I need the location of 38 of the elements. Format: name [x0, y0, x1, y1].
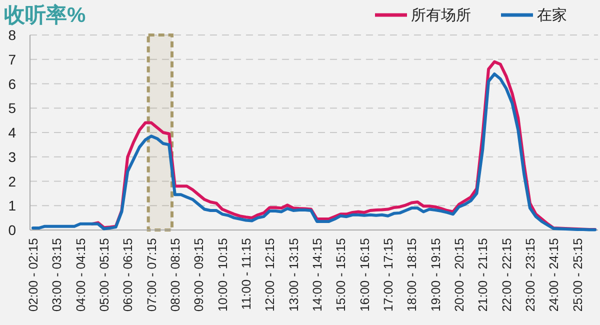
- x-tick-label: 08:00 - 08:15: [168, 238, 182, 312]
- legend-item: 在家: [501, 7, 567, 24]
- y-tick-label: 5: [8, 100, 16, 116]
- chart-title: 收听率%: [4, 3, 86, 27]
- x-tick-label: 10:00 - 10:15: [216, 238, 230, 312]
- legend-item: 所有场所: [375, 7, 471, 24]
- y-tick-label: 0: [8, 222, 16, 238]
- y-tick-label: 4: [8, 124, 16, 140]
- y-tick-label: 1: [8, 198, 16, 214]
- x-tick-label: 13:00 - 13:15: [286, 238, 301, 312]
- y-tick-label: 3: [8, 148, 16, 165]
- x-tick-label: 04:00 - 04:15: [74, 238, 88, 312]
- legend-label: 在家: [537, 7, 567, 24]
- x-tick-label: 03:00 - 03:15: [50, 238, 64, 312]
- x-tick-label: 05:00 - 05:15: [97, 238, 112, 312]
- x-tick-label: 19:00 - 19:15: [428, 238, 443, 312]
- x-tick-label: 14:00 - 14:15: [310, 238, 324, 312]
- x-tick-label: 20:00 - 20:15: [452, 238, 466, 312]
- x-tick-label: 06:00 - 06:15: [121, 238, 136, 312]
- x-tick-label: 22:00 - 22:15: [500, 238, 514, 312]
- x-tick-label: 09:00 - 09:15: [192, 238, 206, 312]
- x-tick-label: 11:00 - 11:15: [239, 238, 254, 310]
- y-tick-label: 6: [8, 76, 16, 92]
- x-tick-label: 02:00 - 02:15: [26, 238, 40, 312]
- x-tick-label: 24:00 - 24:15: [547, 238, 562, 312]
- legend-label: 所有场所: [411, 7, 471, 24]
- x-tick-label: 23:00 - 23:15: [523, 238, 538, 312]
- x-tick-label: 16:00 - 16:15: [358, 238, 372, 312]
- y-tick-label: 2: [8, 173, 16, 190]
- x-tick-label: 15:00 - 15:15: [334, 238, 348, 312]
- y-tick-label: 7: [8, 51, 16, 68]
- x-tick-label: 07:00 - 07:15: [144, 238, 159, 312]
- x-tick-label: 12:00 - 12:15: [263, 238, 278, 312]
- y-tick-label: 8: [8, 27, 16, 43]
- x-tick-label: 21:00 - 21:15: [476, 238, 490, 312]
- x-tick-label: 25:00 - 25:15: [570, 238, 585, 312]
- x-tick-label: 18:00 - 18:15: [405, 238, 420, 312]
- x-tick-label: 17:00 - 17:15: [381, 238, 396, 312]
